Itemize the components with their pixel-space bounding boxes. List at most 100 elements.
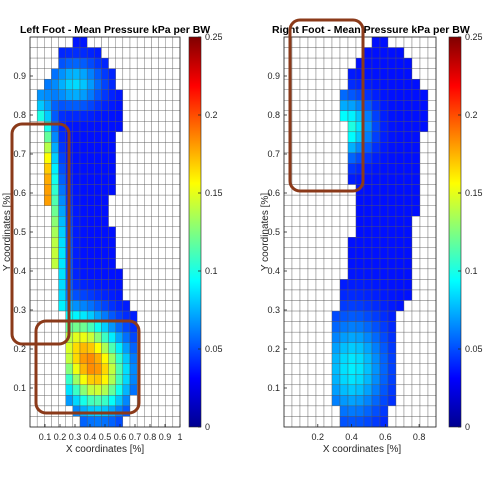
heatmap-cell [347,300,357,312]
heatmap-cell [51,300,59,312]
heatmap-cell [172,184,181,196]
heatmap-cell [172,142,181,154]
heatmap-cell [395,405,405,417]
heatmap-cell [347,331,357,343]
heatmap-cell [115,78,124,90]
heatmap-cell [339,110,349,122]
heatmap-cell [283,416,293,428]
heatmap-cell [323,68,333,80]
heatmap-cell [86,173,95,185]
heatmap-cell [403,384,413,396]
heatmap-cell [379,395,389,407]
heatmap-cell [363,416,373,428]
heatmap-cell [347,131,357,143]
heatmap-cell [323,121,333,133]
heatmap-cell [339,57,349,69]
heatmap-cell [363,47,373,59]
heatmap-cell [395,247,405,259]
heatmap-cell [172,47,181,59]
heatmap-cell [79,258,88,270]
heatmap-cell [331,100,341,111]
heatmap-cell [379,268,389,280]
heatmap-cell [122,205,131,217]
heatmap-cell [94,121,102,133]
heatmap-cell [36,395,45,407]
heatmap-cell [129,258,138,270]
heatmap-cell [331,321,341,333]
heatmap-cell [122,331,131,343]
heatmap-cell [387,300,397,312]
heatmap-cell [165,247,174,259]
heatmap-cell [387,173,397,185]
heatmap-cell [331,268,341,280]
heatmap-cell [72,68,81,80]
heatmap-cell [419,78,429,90]
heatmap-cell [94,300,102,312]
heatmap-cell [291,36,301,48]
heatmap-cell [65,57,74,69]
right-colorbar: 0 0.05 0.1 0.15 0.2 0.25 [448,32,483,432]
heatmap-cell [58,163,66,175]
heatmap-cell [79,205,88,217]
heatmap-cell [72,226,81,238]
heatmap-cell [86,110,95,122]
heatmap-cell [58,78,66,90]
heatmap-cell [339,268,349,280]
heatmap-cell [411,78,421,90]
heatmap-cell [122,121,131,133]
heatmap-cell [371,321,381,333]
heatmap-cell [151,78,159,90]
heatmap-cell [51,163,59,175]
heatmap-cell [94,342,102,354]
heatmap-cell [94,258,102,270]
heatmap-cell [339,374,349,386]
heatmap-cell [363,395,373,407]
heatmap-cell [144,173,152,185]
heatmap-cell [86,163,95,175]
heatmap-cell [371,110,381,122]
right-colorbar-tick-label: 0 [465,422,470,432]
heatmap-cell [283,258,293,270]
heatmap-cell [323,163,333,175]
heatmap-cell [395,173,405,185]
heatmap-cell [307,226,317,238]
right-y-tick-label: 0.9 [267,71,280,81]
left-y-tick-label: 0.4 [13,266,26,276]
heatmap-cell [331,68,341,80]
heatmap-cell [283,300,293,312]
heatmap-cell [108,363,116,375]
heatmap-cell [158,78,166,90]
heatmap-cell [371,353,381,364]
heatmap-cell [51,205,59,217]
heatmap-cell [36,268,45,280]
heatmap-cell [363,184,373,196]
heatmap-cell [355,279,365,291]
heatmap-cell [144,395,152,407]
heatmap-cell [411,163,421,175]
heatmap-cell [331,258,341,270]
heatmap-cell [411,395,421,407]
heatmap-cell [427,142,437,154]
heatmap-cell [108,374,116,386]
heatmap-cell [136,289,145,301]
heatmap-cell [79,131,88,143]
heatmap-cell [122,289,131,301]
heatmap-cell [44,258,52,270]
heatmap-cell [172,78,181,90]
heatmap-cell [115,47,124,59]
heatmap-cell [403,247,413,259]
heatmap-cell [86,36,95,48]
heatmap-cell [165,268,174,280]
heatmap-cell [323,405,333,417]
left-x-tick-label: 0.3 [69,432,82,442]
heatmap-cell [165,237,174,248]
heatmap-cell [86,342,95,354]
heatmap-cell [395,416,405,428]
heatmap-cell [299,310,309,322]
heatmap-cell [79,321,88,333]
heatmap-cell [371,89,381,101]
heatmap-cell [115,226,124,238]
heatmap-cell [379,289,389,301]
heatmap-cell [291,121,301,133]
heatmap-cell [395,184,405,196]
